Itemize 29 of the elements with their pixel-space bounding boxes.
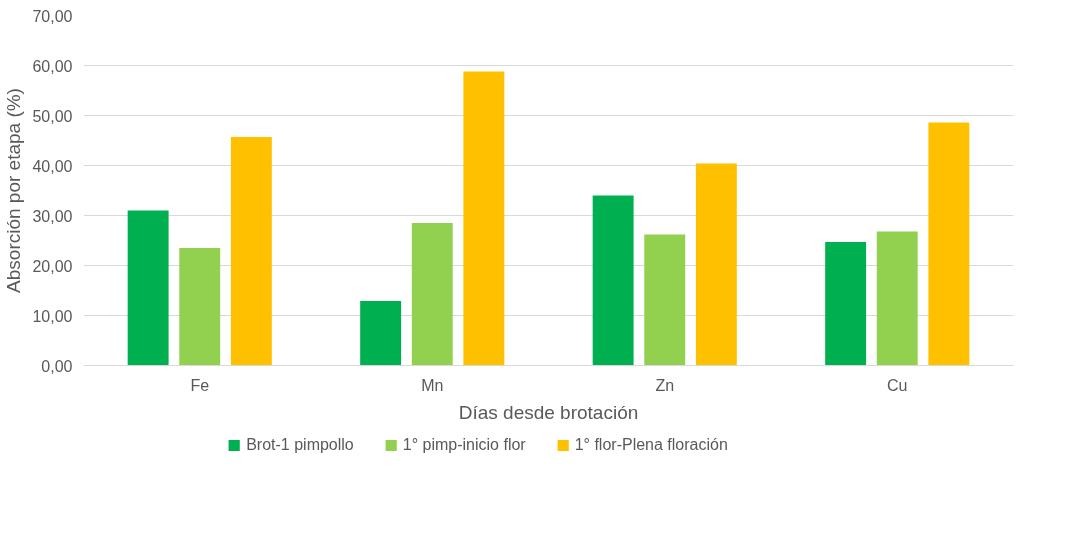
x-tick-label: Fe — [190, 376, 210, 394]
x-tick-label: Cu — [887, 376, 908, 394]
y-axis-title: Absorción por etapa (%) — [3, 88, 25, 293]
bar — [411, 223, 453, 366]
y-tick-label: 30,00 — [32, 207, 73, 225]
x-axis-title: Días desde brotación — [458, 401, 639, 423]
bar — [592, 195, 634, 366]
legend-label: 1° pimp-inicio flor — [402, 436, 526, 454]
legend-label: Brot-1 pimpollo — [246, 436, 354, 454]
bar — [463, 71, 505, 366]
bar — [127, 210, 169, 366]
bar — [360, 301, 402, 366]
y-tick-label: 10,00 — [32, 307, 73, 325]
bar — [876, 231, 918, 366]
bar — [230, 137, 272, 366]
y-tick-label: 60,00 — [32, 57, 73, 75]
x-tick-label: Zn — [655, 376, 675, 394]
x-tick-label: Mn — [421, 376, 444, 394]
y-tick-label: 20,00 — [32, 257, 73, 275]
y-tick-label: 0,00 — [41, 357, 73, 375]
y-tick-label: 70,00 — [32, 7, 73, 25]
bar — [644, 234, 686, 366]
bar — [825, 242, 867, 366]
bar — [928, 122, 970, 366]
legend-label: 1° flor-Plena floración — [574, 436, 728, 454]
y-tick-label: 40,00 — [32, 157, 73, 175]
bar — [179, 248, 221, 366]
y-tick-label: 50,00 — [32, 107, 73, 125]
bar — [695, 163, 737, 366]
